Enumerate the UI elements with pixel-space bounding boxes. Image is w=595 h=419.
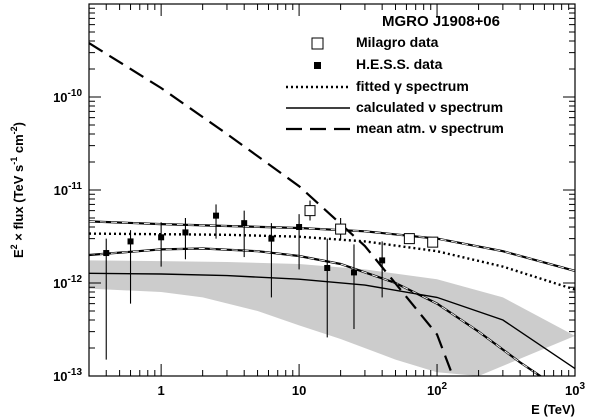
milagro-point <box>304 205 316 217</box>
legend-label: mean atm. ν spectrum <box>356 120 504 136</box>
milagro-point <box>403 233 415 245</box>
legend-entry: calculated ν spectrum <box>286 99 503 115</box>
hess-point <box>296 224 303 231</box>
legend-title: MGRO J1908+06 <box>382 13 500 30</box>
y-axis-title: E2 × flux (TeV s-1 cm-2) <box>9 122 26 258</box>
x-tick-label: 1 <box>158 383 165 398</box>
legend-entry: fitted γ spectrum <box>286 78 469 94</box>
legend-entry: H.E.S.S. data <box>314 56 443 72</box>
hess-point <box>158 234 165 241</box>
fitted-gamma-spectrum-line <box>89 232 575 291</box>
milagro-point <box>427 236 439 248</box>
hess-point <box>350 269 357 276</box>
fitted-gamma-band-upper-dash <box>89 220 575 272</box>
legend-swatch-hess <box>314 62 321 69</box>
hess-point <box>268 235 275 242</box>
hess-point <box>127 238 134 245</box>
legend: MGRO J1908+06 Milagro data H.E.S.S. data fi… <box>286 13 504 136</box>
legend-label: Milagro data <box>356 34 439 50</box>
legend-label: calculated ν spectrum <box>356 99 503 115</box>
legend-label: fitted γ spectrum <box>356 78 469 94</box>
hess-point <box>324 264 331 271</box>
x-axis-title: E (TeV) <box>531 402 575 417</box>
hess-point <box>103 250 110 257</box>
hess-point <box>213 212 220 219</box>
hess-point <box>379 257 386 264</box>
fitted-gamma-band-lower-dash <box>89 248 542 376</box>
calculated-nu-spectrum-line <box>89 272 575 370</box>
x-tick-label: 10 <box>292 383 306 398</box>
milagro-point <box>335 223 347 235</box>
legend-entry: mean atm. ν spectrum <box>286 120 504 136</box>
legend-label: H.E.S.S. data <box>356 56 443 72</box>
hess-point <box>241 220 248 227</box>
hess-point <box>182 229 189 236</box>
mean-atm-nu-spectrum-line <box>89 42 454 376</box>
plot-layer <box>89 42 575 376</box>
calculated-nu-band <box>89 260 575 376</box>
legend-entry: Milagro data <box>311 34 439 50</box>
legend-swatch-milagro <box>311 37 324 50</box>
